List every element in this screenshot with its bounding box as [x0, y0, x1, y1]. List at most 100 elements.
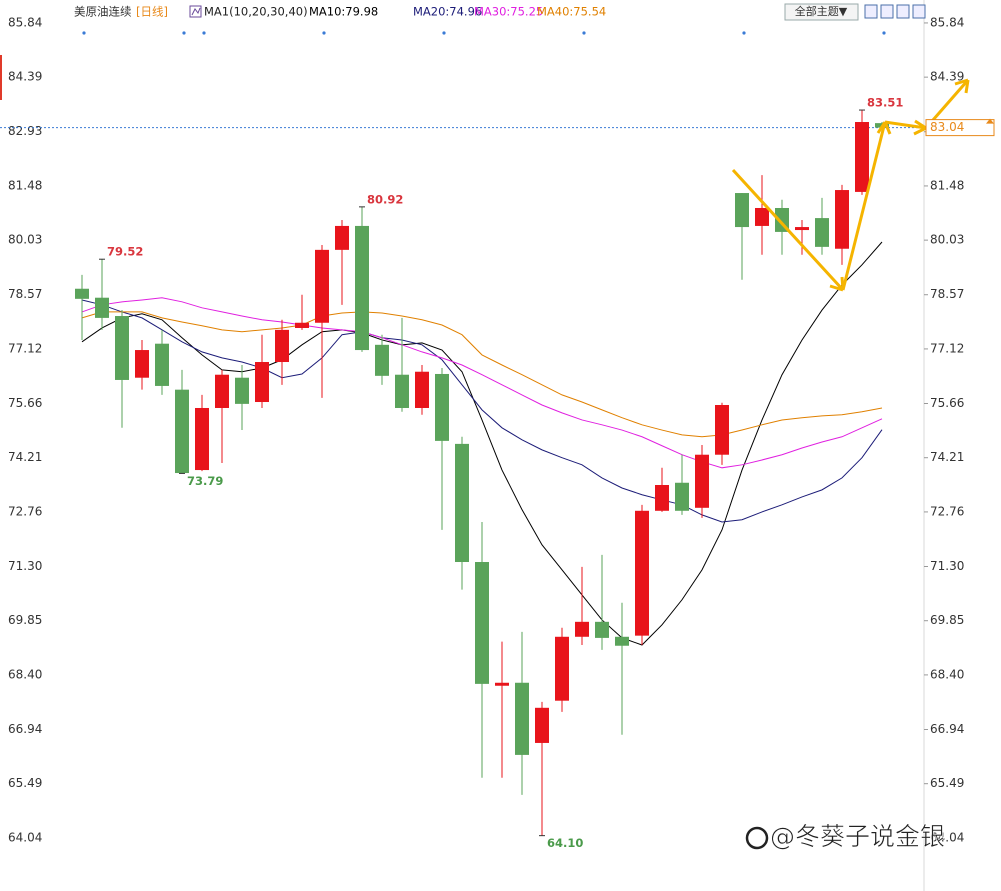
arrow-head [876, 121, 892, 135]
candle-body [655, 485, 669, 511]
symbol: 美原油连续 [74, 5, 132, 19]
theme-button[interactable] [784, 3, 859, 21]
candle-body [795, 227, 809, 231]
arrow [841, 121, 887, 291]
candle-body [375, 344, 389, 376]
y-tick-label: 66.94 [8, 722, 42, 736]
y-tick-label-right: 85.84 [930, 15, 964, 29]
plot-area: 85.8485.8484.3984.3982.9382.9381.4881.48… [0, 15, 964, 850]
candle-body [615, 636, 629, 646]
legend-entry: MA20:74.96 [413, 5, 482, 19]
y-tick-label: 64.04 [8, 830, 42, 844]
ma-line [81, 241, 883, 646]
tool-icon[interactable] [864, 4, 878, 19]
annotation-label: 64.10 [547, 836, 583, 850]
candle-body [835, 190, 849, 249]
event-dot[interactable] [82, 31, 86, 35]
y-tick-label-right: 69.85 [930, 613, 964, 627]
annotation-label: 80.92 [367, 192, 403, 206]
candle-body [555, 636, 569, 701]
legend-entry: MA40:75.54 [537, 5, 606, 19]
event-dot[interactable] [882, 31, 886, 35]
candle-body [455, 443, 469, 563]
candle-body [235, 377, 249, 404]
tool-icon[interactable] [896, 4, 910, 19]
candle-body [215, 374, 229, 408]
arrow [731, 168, 845, 292]
drawn-arrows [731, 78, 970, 292]
candle-body [95, 297, 109, 318]
y-tick-label-right: 72.76 [930, 504, 964, 518]
candle-body [315, 249, 329, 323]
y-tick-label: 84.39 [8, 70, 42, 84]
y-tick-label-right: 64.04 [930, 830, 964, 844]
candle-body [195, 407, 209, 471]
candle-body [295, 322, 309, 328]
candle-body [735, 193, 749, 228]
event-dot[interactable] [202, 31, 206, 35]
watermark: @冬葵子说金银 [745, 822, 945, 851]
indicator: MA1(10,20,30,40) [204, 5, 308, 19]
event-dot[interactable] [182, 31, 186, 35]
y-tick-label: 65.49 [8, 776, 42, 790]
candle-body [335, 225, 349, 250]
last-price-label: 83.04 [930, 120, 964, 134]
legend-entry: MA10:79.98 [309, 5, 378, 19]
candle-body [435, 373, 449, 441]
last-price-box: 83.04 [925, 118, 995, 137]
y-tick-label-right: 75.66 [930, 396, 964, 410]
candle-body [275, 329, 289, 363]
y-tick-label-right: 65.49 [930, 776, 964, 790]
event-dots [82, 31, 886, 35]
watermark-text: @冬葵子说金银 [770, 822, 945, 851]
candle-body [415, 371, 429, 408]
y-tick-label: 68.40 [8, 667, 42, 681]
candle-body [815, 218, 829, 247]
indicator-icon-glyph [191, 7, 201, 16]
y-tick-label-right: 71.30 [930, 559, 964, 573]
y-tick-label-right: 81.48 [930, 178, 964, 192]
candle-body [855, 122, 869, 192]
watermark-logo [745, 826, 769, 850]
y-tick-label: 72.76 [8, 504, 42, 518]
candle-body [135, 350, 149, 378]
y-tick-label-right: 84.39 [930, 70, 964, 84]
annotation-label: 79.52 [107, 245, 143, 259]
candle-body [495, 682, 509, 686]
tool-icon[interactable] [912, 4, 926, 19]
annotation-label: 83.51 [867, 96, 903, 110]
candle-body [595, 621, 609, 638]
y-tick-label: 77.12 [8, 341, 42, 355]
ma-line [81, 297, 883, 469]
tool-icon[interactable] [880, 4, 894, 19]
annotation-label: 73.79 [187, 474, 223, 488]
y-tick-label: 85.84 [8, 15, 42, 29]
event-dot[interactable] [322, 31, 326, 35]
arrow-head [913, 119, 927, 136]
period: [日线] [136, 5, 168, 19]
y-tick-label: 69.85 [8, 613, 42, 627]
event-dot[interactable] [742, 31, 746, 35]
legend-entry: MA30:75.25 [474, 5, 543, 19]
candle-body [475, 562, 489, 684]
event-dot[interactable] [582, 31, 586, 35]
y-tick-label: 74.21 [8, 450, 42, 464]
event-dot[interactable] [442, 31, 446, 35]
ma-line [81, 311, 883, 438]
y-tick-label: 71.30 [8, 559, 42, 573]
arrow-head [954, 78, 970, 94]
candle-body [755, 207, 769, 226]
indicator-icon[interactable] [189, 5, 202, 18]
y-tick-label-right: 74.21 [930, 450, 964, 464]
ma-line [81, 299, 883, 523]
candle-body [355, 225, 369, 351]
candle-body [515, 682, 529, 755]
y-tick-label: 80.03 [8, 233, 42, 247]
header: 美原油连续 [日线] MA1(10,20,30,40) [74, 5, 308, 19]
side-marker [0, 55, 2, 100]
y-tick-label-right: 80.03 [930, 233, 964, 247]
candle-body [115, 316, 129, 380]
candle-body [395, 374, 409, 408]
